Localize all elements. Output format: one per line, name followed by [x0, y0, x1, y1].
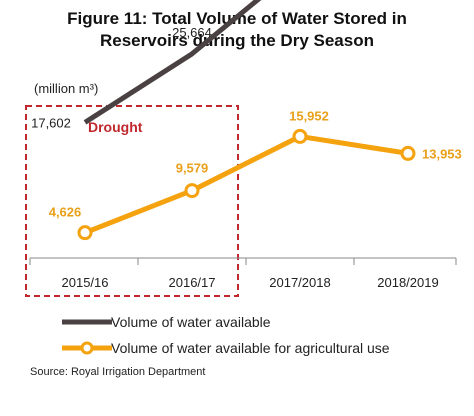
series-layer: 17,60225,66436,11534,1514,6269,57915,952…	[31, 0, 462, 241]
series-line	[84, 133, 409, 236]
x-tick-label: 2015/16	[62, 275, 109, 290]
x-axis-labels: 2015/16 2016/17 2017/2018 2018/2019	[62, 275, 439, 290]
y-unit-label: (million m³)	[34, 81, 98, 96]
x-tick-label: 2018/2019	[377, 275, 438, 290]
data-label: 4,626	[49, 205, 82, 220]
data-point	[77, 225, 93, 241]
legend-label: Volume of water available for agricultur…	[111, 340, 390, 356]
drought-label: Drought	[88, 119, 143, 135]
series-agricultural: 4,626 9,579 15,952 13,953	[49, 108, 462, 241]
data-label: 25,664	[172, 25, 212, 40]
legend: Volume of water available Volume of water…	[62, 314, 390, 356]
data-point	[184, 183, 200, 199]
legend-label: Volume of water available	[111, 314, 271, 330]
drought-box	[25, 105, 239, 297]
chart-title-line2: Reservoirs during the Dry Season	[100, 31, 374, 50]
x-tick-label: 2016/17	[169, 275, 216, 290]
source-note: Source: Royal Irrigation Department	[30, 366, 206, 378]
data-label: 15,952	[289, 108, 329, 123]
x-axis-ticks	[29, 258, 457, 265]
data-label: 13,953	[422, 146, 462, 161]
series-line	[83, 0, 262, 125]
data-label: 17,602	[31, 115, 71, 130]
data-point	[400, 145, 416, 161]
legend-marker	[80, 341, 94, 355]
x-tick-label: 2017/2018	[269, 275, 330, 290]
data-point	[292, 128, 308, 144]
data-label: 9,579	[176, 161, 209, 176]
